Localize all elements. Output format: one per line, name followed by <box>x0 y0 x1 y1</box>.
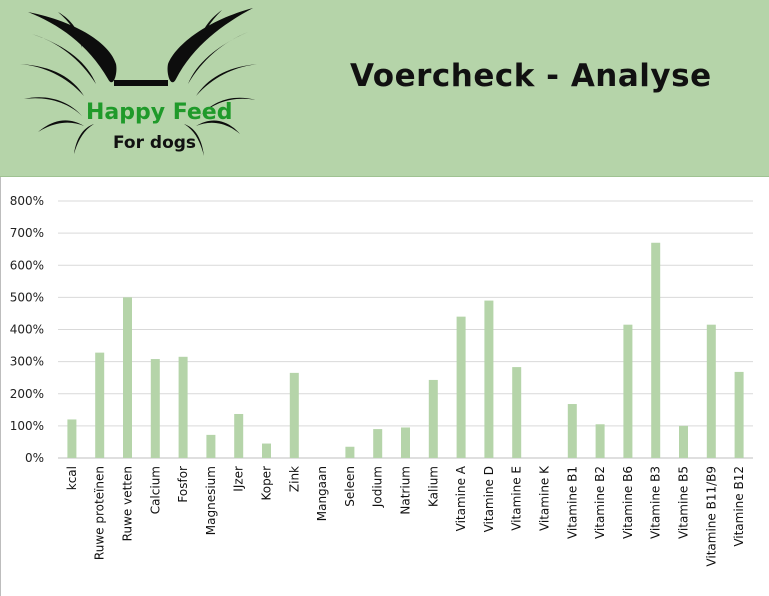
x-tick-label: Seleen <box>343 466 357 507</box>
x-tick-label: Vitamine K <box>538 465 552 531</box>
bar-vitamine-b5 <box>679 425 688 458</box>
bar-kalium <box>428 379 438 458</box>
x-tick-label: Natrium <box>399 466 413 515</box>
x-tick-label: Vitamine B11/B9 <box>704 466 718 567</box>
y-tick-label: 600% <box>10 258 44 272</box>
bar-ruwe-vetten <box>123 297 132 458</box>
x-tick-label: Vitamine E <box>510 466 524 531</box>
brand-subtitle: For dogs <box>113 133 197 153</box>
x-tick-label: Jodium <box>371 466 385 508</box>
bar-natrium <box>401 427 410 458</box>
x-tick-label: kcal <box>65 466 79 490</box>
x-tick-label: Vitamine B12 <box>732 466 746 547</box>
x-tick-label: Magnesium <box>204 466 218 535</box>
x-tick-label: Calcium <box>148 466 162 514</box>
bar-vitamine-b6 <box>623 324 633 458</box>
bar-vitamine-d <box>484 300 494 458</box>
bar-seleen <box>345 446 355 458</box>
bar-vitamine-e <box>512 367 522 458</box>
brand-name: Happy Feed <box>86 100 233 125</box>
bar-vitamine-b11-b9 <box>706 324 716 458</box>
bar-vitamine-b2 <box>595 424 605 458</box>
y-tick-label: 500% <box>10 290 44 304</box>
x-tick-label: Ruwe proteïnen <box>93 466 107 560</box>
x-tick-label: Vitamine B5 <box>677 466 691 539</box>
x-tick-label: Zink <box>287 466 301 492</box>
bar-vitamine-b1 <box>567 404 577 458</box>
x-tick-label: Fosfor <box>176 466 190 503</box>
header-banner: Happy Feed For dogs Voercheck - Analyse <box>0 0 769 177</box>
y-tick-label: 0% <box>25 451 44 465</box>
nutrient-bar-chart: 0% 100% 200% 300% 400% 500% 600% 700% 800% kcal R… <box>10 194 753 567</box>
bar-jodium <box>373 429 383 458</box>
y-tick-label: 100% <box>10 419 44 433</box>
y-tick-label: 200% <box>10 387 44 401</box>
bar-ruwe-prote-nen <box>95 352 105 458</box>
y-tick-label: 300% <box>10 355 44 369</box>
page-title: Voercheck - Analyse <box>350 58 712 94</box>
x-tick-label: Vitamine B2 <box>593 466 607 539</box>
bar-kcal <box>67 419 77 458</box>
chart-area: 0% 100% 200% 300% 400% 500% 600% 700% 800% kcal R… <box>0 177 769 596</box>
bar-ijzer <box>234 413 244 458</box>
dog-ears-logo-icon <box>20 8 260 156</box>
x-tick-label: Vitamine B1 <box>565 466 579 539</box>
x-tick-label: Koper <box>260 466 274 501</box>
x-tick-label: Vitamine D <box>482 466 496 532</box>
y-tick-label: 800% <box>10 194 44 208</box>
x-tick-label: Vitamine B3 <box>649 466 663 539</box>
bar-magnesium <box>206 434 216 458</box>
bar-vitamine-a <box>456 316 466 458</box>
y-tick-label: 700% <box>10 226 44 240</box>
x-tick-label: Kalium <box>426 466 440 507</box>
bar-vitamine-b12 <box>734 371 744 458</box>
bar-calcium <box>150 359 160 458</box>
x-tick-label: Vitamine B6 <box>621 466 635 539</box>
x-tick-label: Mangaan <box>315 466 329 521</box>
bar-vitamine-b3 <box>651 242 661 458</box>
bar-zink <box>289 372 299 458</box>
y-tick-label: 400% <box>10 323 44 337</box>
bar-koper <box>262 443 271 458</box>
x-tick-label: Ruwe vetten <box>121 466 135 541</box>
bar-fosfor <box>178 356 188 458</box>
x-tick-label: IJzer <box>232 466 246 492</box>
x-tick-label: Vitamine A <box>454 465 468 531</box>
